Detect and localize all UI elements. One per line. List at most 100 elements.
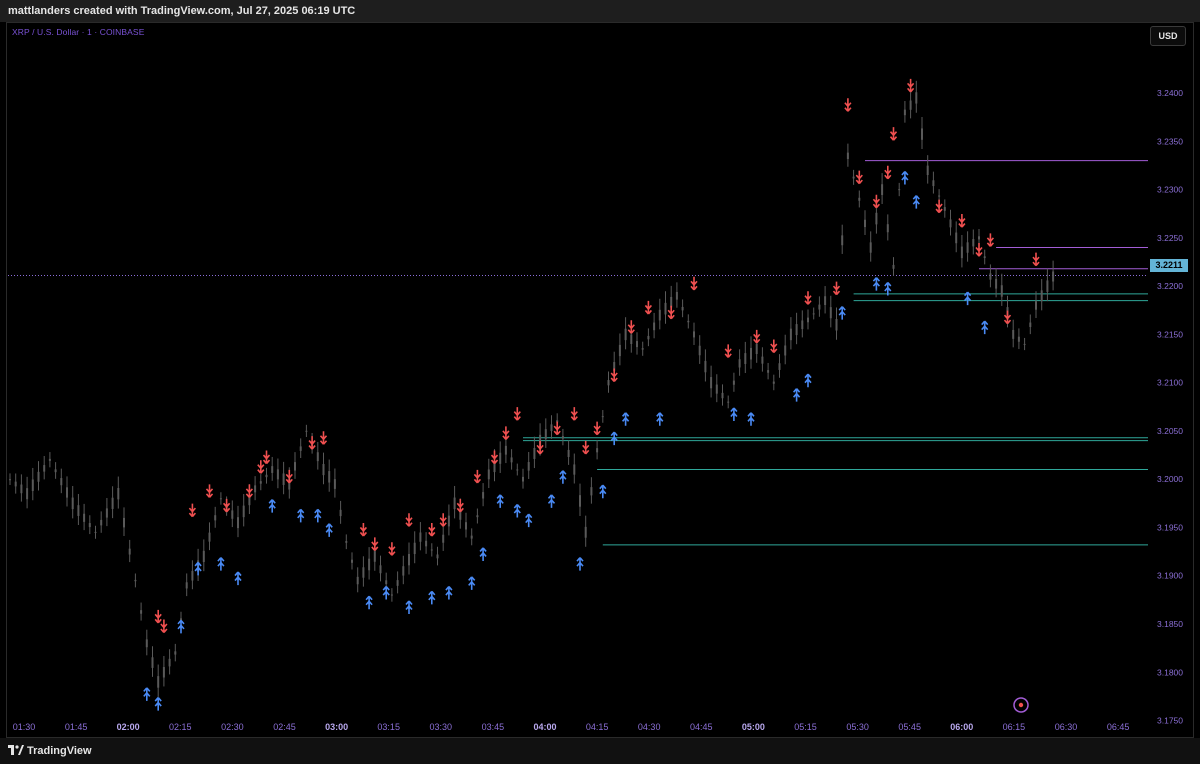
candle-body <box>516 469 519 471</box>
candle-body <box>362 567 365 578</box>
x-tick-label: 05:00 <box>742 722 765 732</box>
currency-button[interactable]: USD <box>1150 26 1186 46</box>
buy-arrow <box>234 576 242 586</box>
candle-body <box>1052 271 1055 282</box>
candle-body <box>66 487 68 498</box>
candle-body <box>123 517 125 528</box>
y-tick-label: 3.2300 <box>1157 185 1183 195</box>
buy-arrow <box>428 595 436 605</box>
sell-arrow <box>724 344 732 353</box>
replay-icon <box>1013 697 1029 713</box>
buy-arrow-shape <box>496 499 504 508</box>
buy-arrow-shape <box>154 702 162 711</box>
sell-arrow <box>456 498 464 508</box>
header-title: mattlanders created with TradingView.com… <box>8 5 356 17</box>
candle-body <box>909 100 912 110</box>
candle-body <box>921 128 923 140</box>
y-tick-label: 3.2150 <box>1157 329 1183 339</box>
sell-arrow-shape <box>188 503 197 513</box>
current-price-badge: 3.2211 <box>1150 259 1188 272</box>
candle-body <box>721 392 724 399</box>
candle-body <box>1017 336 1020 342</box>
candle-body <box>31 479 34 491</box>
sell-arrow <box>285 469 293 479</box>
sell-arrow <box>257 460 265 469</box>
buy-arrow-shape <box>314 513 322 523</box>
buy-arrow-shape <box>599 489 607 499</box>
candle-body <box>470 535 473 539</box>
sell-arrow <box>222 498 231 508</box>
candle-body <box>9 479 11 481</box>
candle-body <box>140 610 143 614</box>
sell-arrow <box>1003 310 1012 320</box>
x-tick-label: 05:45 <box>898 722 921 732</box>
candle-body <box>447 515 450 527</box>
candle-body <box>675 291 678 300</box>
buy-arrow <box>656 417 664 426</box>
candle-body <box>151 657 154 668</box>
buy-arrow-shape <box>177 624 185 634</box>
candle-body <box>875 212 878 225</box>
buy-arrow-shape <box>792 393 801 402</box>
buy-arrow-shape <box>513 508 521 518</box>
candle-body <box>579 495 581 507</box>
candle-body <box>37 471 40 482</box>
buy-arrow <box>963 296 972 306</box>
x-tick-label: 04:30 <box>638 722 661 732</box>
sell-arrow <box>570 407 578 416</box>
candle-body <box>647 335 650 340</box>
candle-body <box>1000 285 1003 297</box>
buy-arrow <box>804 378 812 388</box>
sell-arrow <box>844 98 852 107</box>
sell-arrow-shape <box>986 233 995 242</box>
candle-body <box>1012 329 1015 339</box>
candle-body <box>271 466 274 473</box>
candle-body <box>966 242 969 253</box>
sell-arrow <box>205 484 214 493</box>
candle-body <box>613 362 616 372</box>
sell-arrow-shape <box>667 305 675 315</box>
sell-arrow-shape <box>1003 310 1012 320</box>
candle-body <box>419 532 422 542</box>
candle-body <box>219 498 222 500</box>
candle-body <box>812 313 815 315</box>
candle-body <box>202 550 205 563</box>
candle-body <box>282 473 285 485</box>
x-tick-label: 05:30 <box>846 722 869 732</box>
sell-arrow <box>439 513 447 522</box>
sell-arrow-shape <box>958 214 966 223</box>
x-tick-label: 03:30 <box>430 722 453 732</box>
buy-arrow-shape <box>963 296 972 306</box>
candle-body <box>385 580 388 585</box>
sell-arrow <box>753 329 761 339</box>
candle-body <box>983 256 986 259</box>
buy-arrow-shape <box>838 311 846 320</box>
sell-arrow <box>975 243 983 252</box>
candle-body <box>60 478 63 486</box>
candle-body <box>727 401 730 403</box>
x-tick-label: 01:45 <box>65 722 88 732</box>
candle-body <box>590 487 593 496</box>
buy-arrow <box>599 489 607 499</box>
candle-body <box>710 377 713 389</box>
sell-arrow <box>986 233 995 242</box>
y-tick-label: 3.2050 <box>1157 426 1183 436</box>
candle-body <box>254 485 257 493</box>
candle-body <box>43 465 46 472</box>
tradingview-brand: TradingView <box>8 745 92 757</box>
candle-body <box>641 348 644 350</box>
candle-body <box>693 331 695 338</box>
sell-arrow-shape <box>724 344 732 353</box>
sell-arrow <box>667 305 675 315</box>
sell-arrow <box>770 339 778 349</box>
sell-arrow-shape <box>513 407 521 416</box>
buy-arrow <box>496 499 504 508</box>
candle-body <box>208 532 211 542</box>
candle-body <box>670 296 673 308</box>
candle-body <box>100 519 103 526</box>
buy-arrow <box>525 518 533 528</box>
candle-body <box>926 165 929 175</box>
candle-body <box>368 558 371 571</box>
chart-frame <box>6 22 1194 738</box>
